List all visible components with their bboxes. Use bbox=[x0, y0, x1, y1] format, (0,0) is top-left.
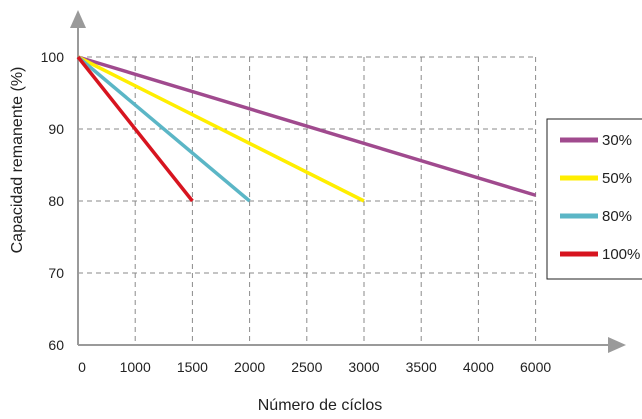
x-tick-label: 0 bbox=[78, 359, 86, 375]
x-tick-label: 3000 bbox=[348, 359, 379, 375]
x-tick-label: 1000 bbox=[120, 359, 151, 375]
grid-lines bbox=[78, 56, 537, 345]
y-tick-label: 90 bbox=[48, 121, 64, 137]
legend-label: 50% bbox=[602, 170, 632, 187]
legend-label: 30% bbox=[602, 132, 632, 149]
x-tick-label: 1500 bbox=[177, 359, 208, 375]
series-line-30pct bbox=[77, 55, 537, 197]
legend: 30% 50% 80% 100% bbox=[546, 118, 642, 280]
x-axis-title: Número de cíclos bbox=[258, 397, 383, 414]
axes bbox=[70, 10, 626, 353]
series-line-80pct bbox=[76, 55, 251, 203]
series-line-100pct bbox=[76, 55, 194, 203]
y-tick-label: 60 bbox=[48, 337, 64, 353]
y-tick-label: 70 bbox=[48, 265, 64, 281]
x-tick-label: 6000 bbox=[520, 359, 551, 375]
x-tick-label: 2000 bbox=[234, 359, 265, 375]
y-tick-label: 80 bbox=[48, 193, 64, 209]
legend-label: 80% bbox=[602, 208, 632, 225]
y-axis-title: Capacidad remanente (%) bbox=[9, 67, 26, 254]
x-axis-arrow bbox=[608, 337, 626, 353]
legend-label: 100% bbox=[602, 246, 640, 263]
x-tick-label: 3500 bbox=[406, 359, 437, 375]
y-axis-arrow bbox=[70, 10, 86, 28]
series-line-50pct bbox=[77, 55, 365, 203]
y-tick-label: 100 bbox=[41, 49, 65, 65]
series-lines bbox=[76, 55, 537, 203]
x-tick-label: 4000 bbox=[463, 359, 494, 375]
x-tick-label: 2500 bbox=[291, 359, 322, 375]
